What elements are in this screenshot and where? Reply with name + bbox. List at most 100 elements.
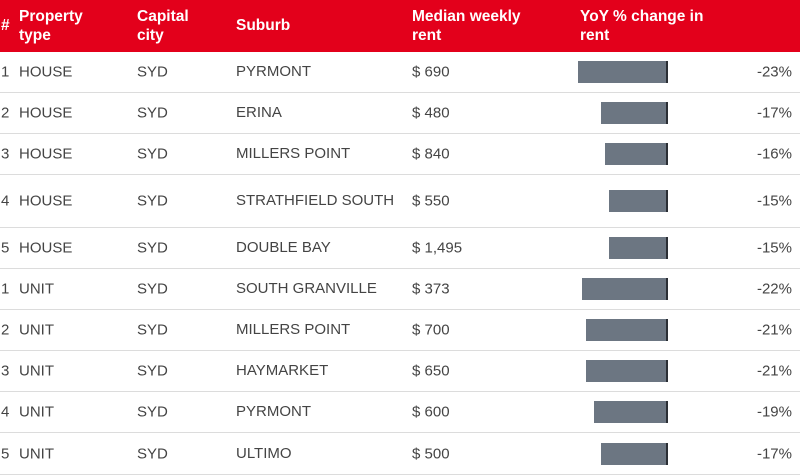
header-capital-city-line1: Capital	[137, 8, 189, 25]
row-rank: 5	[1, 239, 10, 257]
table-row: 3 UNIT SYD HAYMARKET $ 650 -21%	[0, 351, 800, 392]
yoy-change-bar	[609, 237, 668, 259]
header-property-type-line1: Property	[19, 8, 83, 25]
yoy-bar-area	[566, 433, 668, 474]
yoy-change-bar	[586, 360, 668, 382]
row-capital-city: SYD	[137, 239, 168, 257]
row-property-type: UNIT	[19, 362, 54, 380]
row-capital-city: SYD	[137, 145, 168, 163]
row-yoy-percent: -17%	[756, 104, 792, 122]
yoy-bar-area	[566, 228, 668, 268]
row-capital-city: SYD	[137, 192, 168, 210]
header-capital-city: Capital city	[137, 7, 189, 45]
header-yoy-change: YoY % change in rent	[580, 7, 703, 45]
row-median-rent: $ 1,495	[412, 239, 463, 257]
table-row: 1 UNIT SYD SOUTH GRANVILLE $ 373 -22%	[0, 269, 800, 310]
row-rank: 5	[1, 445, 10, 462]
table-row: 3 HOUSE SYD MILLERS POINT $ 840 -16%	[0, 134, 800, 175]
table-row: 2 HOUSE SYD ERINA $ 480 -17%	[0, 93, 800, 134]
yoy-bar-area	[566, 93, 668, 133]
row-yoy-percent: -19%	[756, 403, 792, 421]
header-median-rent-line1: Median weekly	[412, 8, 521, 25]
row-property-type: HOUSE	[19, 63, 73, 81]
header-median-rent-line2: rent	[412, 27, 442, 44]
header-capital-city-line2: city	[137, 27, 164, 44]
row-median-rent: $ 700	[412, 321, 450, 339]
row-property-type: HOUSE	[19, 192, 73, 210]
row-suburb: STRATHFIELD SOUTH	[236, 192, 395, 209]
row-rank: 3	[1, 145, 10, 163]
row-yoy-percent: -16%	[756, 145, 792, 163]
table-row: 5 UNIT SYD ULTIMO $ 500 -17%	[0, 433, 800, 475]
yoy-bar-area	[566, 310, 668, 350]
row-capital-city: SYD	[137, 362, 168, 380]
yoy-change-bar	[586, 319, 668, 341]
yoy-bar-area	[566, 351, 668, 391]
row-rank: 2	[1, 321, 10, 339]
header-rank: #	[1, 17, 10, 34]
row-suburb: PYRMONT	[236, 403, 311, 420]
row-yoy-percent: -15%	[756, 192, 792, 210]
yoy-bar-area	[566, 392, 668, 432]
row-yoy-percent: -21%	[756, 362, 792, 380]
yoy-change-bar	[594, 401, 668, 423]
row-capital-city: SYD	[137, 321, 168, 339]
yoy-bar-area	[566, 175, 668, 227]
row-capital-city: SYD	[137, 403, 168, 421]
row-median-rent: $ 600	[412, 403, 450, 421]
row-rank: 4	[1, 403, 10, 421]
row-suburb: ULTIMO	[236, 444, 292, 462]
yoy-bar-area	[566, 269, 668, 309]
row-capital-city: SYD	[137, 280, 168, 298]
row-yoy-percent: -22%	[756, 280, 792, 298]
row-median-rent: $ 500	[412, 445, 450, 462]
table-row: 4 UNIT SYD PYRMONT $ 600 -19%	[0, 392, 800, 433]
table-row: 2 UNIT SYD MILLERS POINT $ 700 -21%	[0, 310, 800, 351]
row-property-type: UNIT	[19, 403, 54, 421]
row-property-type: UNIT	[19, 321, 54, 339]
row-rank: 4	[1, 192, 10, 210]
yoy-bar-area	[566, 52, 668, 92]
header-suburb: Suburb	[236, 17, 291, 34]
row-property-type: HOUSE	[19, 145, 73, 163]
header-yoy-change-line1: YoY % change in	[580, 8, 704, 25]
yoy-change-bar	[601, 102, 668, 124]
table-row: 4 HOUSE SYD STRATHFIELD SOUTH $ 550 -15%	[0, 175, 800, 228]
table-header: # Property type Capital city Suburb Medi…	[0, 0, 800, 52]
row-capital-city: SYD	[137, 445, 168, 462]
row-suburb: HAYMARKET	[236, 362, 329, 379]
yoy-bar-area	[566, 134, 668, 174]
row-property-type: UNIT	[19, 445, 54, 462]
row-property-type: UNIT	[19, 280, 54, 298]
header-property-type-line2: type	[19, 27, 51, 44]
header-median-rent: Median weekly rent	[412, 7, 521, 45]
header-yoy-change-line2: rent	[580, 27, 610, 44]
row-yoy-percent: -15%	[756, 239, 792, 257]
row-median-rent: $ 550	[412, 192, 450, 210]
row-suburb: SOUTH GRANVILLE	[236, 280, 377, 297]
row-rank: 1	[1, 280, 10, 298]
table-row: 5 HOUSE SYD DOUBLE BAY $ 1,495 -15%	[0, 228, 800, 269]
row-suburb: PYRMONT	[236, 63, 311, 80]
row-median-rent: $ 840	[412, 145, 450, 163]
yoy-change-bar	[582, 278, 668, 300]
row-yoy-percent: -17%	[756, 445, 792, 462]
row-median-rent: $ 650	[412, 362, 450, 380]
row-property-type: HOUSE	[19, 104, 73, 122]
row-median-rent: $ 690	[412, 63, 450, 81]
row-rank: 1	[1, 63, 10, 81]
yoy-change-bar	[601, 442, 668, 465]
row-rank: 2	[1, 104, 10, 122]
yoy-change-bar	[578, 61, 668, 83]
row-rank: 3	[1, 362, 10, 380]
row-suburb: MILLERS POINT	[236, 321, 351, 338]
row-suburb: DOUBLE BAY	[236, 239, 331, 256]
yoy-change-bar	[609, 190, 668, 212]
row-suburb: MILLERS POINT	[236, 145, 351, 162]
row-suburb: ERINA	[236, 104, 282, 121]
row-property-type: HOUSE	[19, 239, 73, 257]
row-median-rent: $ 480	[412, 104, 450, 122]
table-row: 1 HOUSE SYD PYRMONT $ 690 -23%	[0, 52, 800, 93]
yoy-change-bar	[605, 143, 668, 165]
